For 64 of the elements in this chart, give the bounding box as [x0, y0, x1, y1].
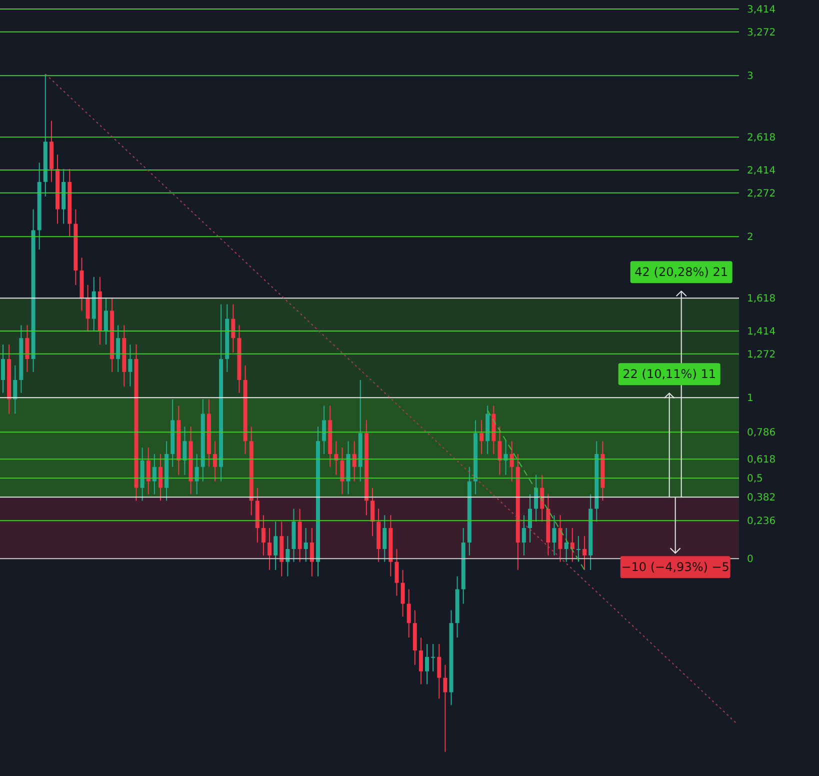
candlestick: [231, 304, 236, 354]
annotation: −10 (−4,93%) −5: [621, 560, 730, 574]
y-tick-label: 2,414: [747, 166, 776, 177]
y-tick-label: 0,786: [747, 428, 776, 439]
y-tick-label: 3,272: [747, 27, 776, 38]
candlestick: [443, 664, 448, 752]
candlestick: [152, 454, 156, 495]
candlestick: [286, 536, 290, 577]
annotation: 42 (20,28%) 21: [634, 265, 728, 280]
candlestick: [528, 494, 532, 544]
y-tick-label: 0: [747, 554, 754, 566]
candlestick: [86, 284, 90, 332]
candlestick: [370, 487, 374, 537]
candlestick: [304, 528, 308, 562]
candlestick: [522, 514, 526, 556]
candlestick: [582, 536, 587, 570]
candlestick: [146, 447, 150, 495]
candlestick: [1, 344, 5, 394]
y-tick-label: 1,414: [747, 326, 776, 338]
candlestick: [425, 643, 430, 685]
y-tick-label: 1,618: [747, 294, 776, 305]
y-tick-label: 3,414: [747, 4, 776, 16]
candlestick: [274, 521, 278, 570]
y-tick-label: 0,5: [747, 474, 763, 485]
annotation: 22 (10,11%) 11: [622, 367, 716, 382]
candlestick: [570, 528, 574, 562]
candlestick: [128, 344, 132, 387]
candlestick: [182, 426, 187, 476]
candlestick: [394, 548, 399, 596]
candlestick: [498, 426, 502, 476]
candlestick: [558, 514, 562, 562]
y-tick-label: 3: [747, 71, 754, 82]
y-tick-label: 2,618: [747, 132, 776, 144]
candlestick: [437, 643, 442, 700]
candlestick: [268, 528, 272, 570]
candlestick: [418, 637, 423, 685]
candlestick: [340, 447, 344, 495]
candlestick: [25, 324, 30, 372]
candlestick: [213, 440, 218, 482]
candlestick: [158, 454, 162, 502]
candlestick: [322, 405, 326, 455]
candlestick: [510, 440, 514, 482]
candlestick: [552, 514, 556, 556]
candlestick: [261, 514, 266, 556]
candlestick: [382, 514, 387, 562]
y-tick-label: 0,236: [747, 516, 776, 528]
candlestick: [104, 297, 108, 346]
y-tick-label: 0,382: [747, 492, 776, 504]
candlestick: [406, 588, 411, 638]
candlestick: [352, 440, 356, 482]
y-tick-label: 0,618: [747, 454, 776, 466]
candlestick: [194, 454, 199, 495]
candlestick: [13, 364, 18, 414]
candlestick: [576, 536, 580, 562]
candlestick: [310, 528, 314, 577]
candlestick: [116, 324, 120, 372]
y-tick-label: 2,272: [747, 188, 776, 200]
candlestick: [480, 420, 484, 455]
candlestick: [400, 569, 405, 618]
y-tick-label: 1,272: [747, 349, 776, 360]
candlestick: [564, 528, 568, 562]
y-tick-label: 1: [747, 393, 754, 404]
y-tick-label: 2: [747, 232, 754, 244]
candlestick: [431, 643, 436, 672]
